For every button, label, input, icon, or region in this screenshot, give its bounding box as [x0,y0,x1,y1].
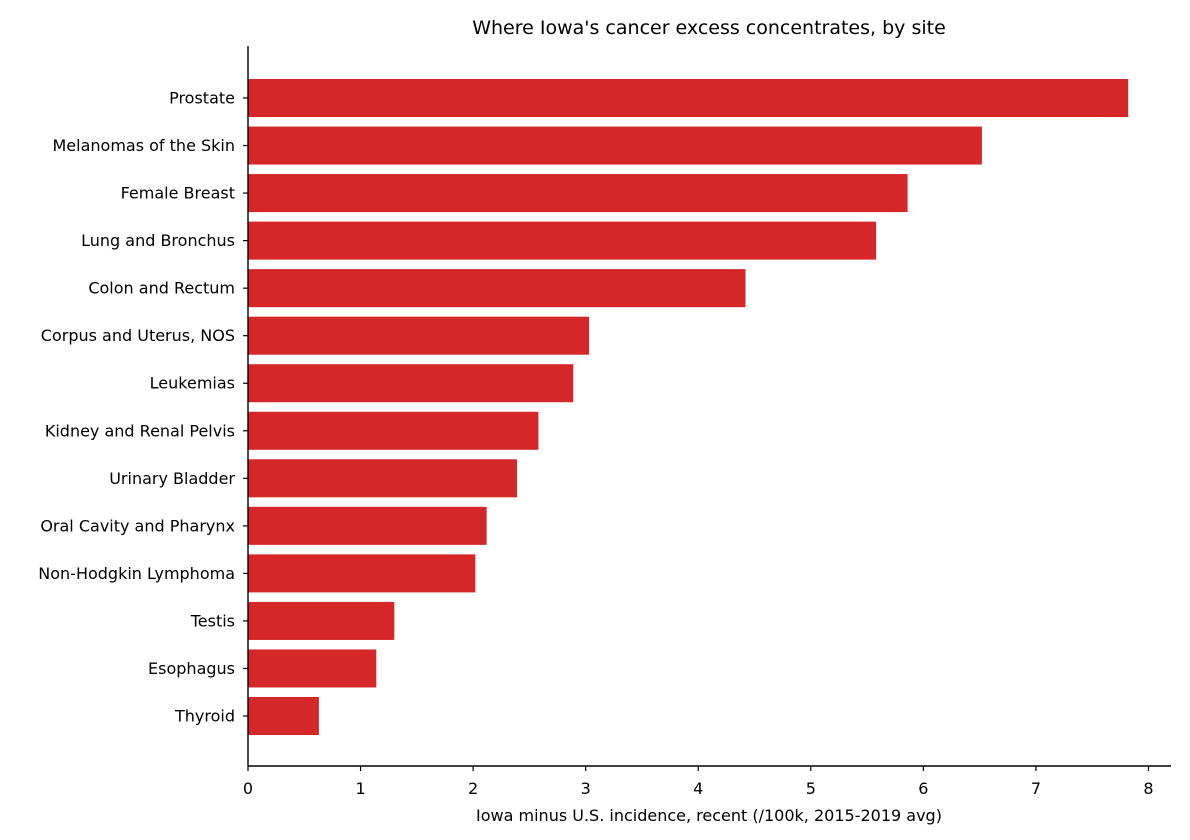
y-tick-label: Urinary Bladder [109,469,235,488]
bar [248,506,487,545]
x-tick-label: 8 [1143,779,1153,798]
y-tick-label: Kidney and Renal Pelvis [45,421,235,440]
y-tick-label: Thyroid [174,707,235,726]
bar [248,364,574,403]
bar [248,459,518,498]
y-tick-label: Corpus and Uterus, NOS [41,326,235,345]
y-tick-label: Prostate [169,89,235,108]
bar [248,269,746,308]
bar [248,221,877,260]
bar [248,554,476,593]
y-tick-label: Esophagus [148,659,235,678]
x-tick-label: 3 [581,779,591,798]
x-tick-label: 1 [355,779,365,798]
y-tick-label: Lung and Bronchus [81,231,235,250]
y-axis-ticks: Prostate Melanomas of the Skin Female Brea… [38,89,248,726]
x-tick-label: 0 [243,779,253,798]
bar [248,696,319,736]
bar [248,126,982,165]
bars-group [248,78,1129,736]
bar [248,174,908,213]
x-tick-label: 4 [693,779,703,798]
y-tick-label: Melanomas of the Skin [53,136,236,155]
x-tick-label: 5 [806,779,816,798]
x-tick-label: 2 [468,779,478,798]
x-axis-label: Iowa minus U.S. incidence, recent (/100k… [476,806,942,825]
y-tick-label: Colon and Rectum [88,279,235,298]
x-tick-label: 7 [1031,779,1041,798]
x-tick-label: 6 [918,779,928,798]
y-tick-label: Testis [190,611,235,630]
y-tick-label: Leukemias [150,374,235,393]
chart-title: Where Iowa's cancer excess concentrates,… [472,17,946,39]
x-axis-ticks: 0 1 2 3 4 5 6 7 8 [243,766,1154,798]
y-tick-label: Female Breast [121,184,235,203]
bar [248,316,590,355]
bar [248,601,395,640]
bar [248,78,1129,118]
bar [248,411,539,450]
bar [248,649,377,688]
y-tick-label: Oral Cavity and Pharynx [40,516,235,535]
y-tick-label: Non-Hodgkin Lymphoma [38,564,235,583]
